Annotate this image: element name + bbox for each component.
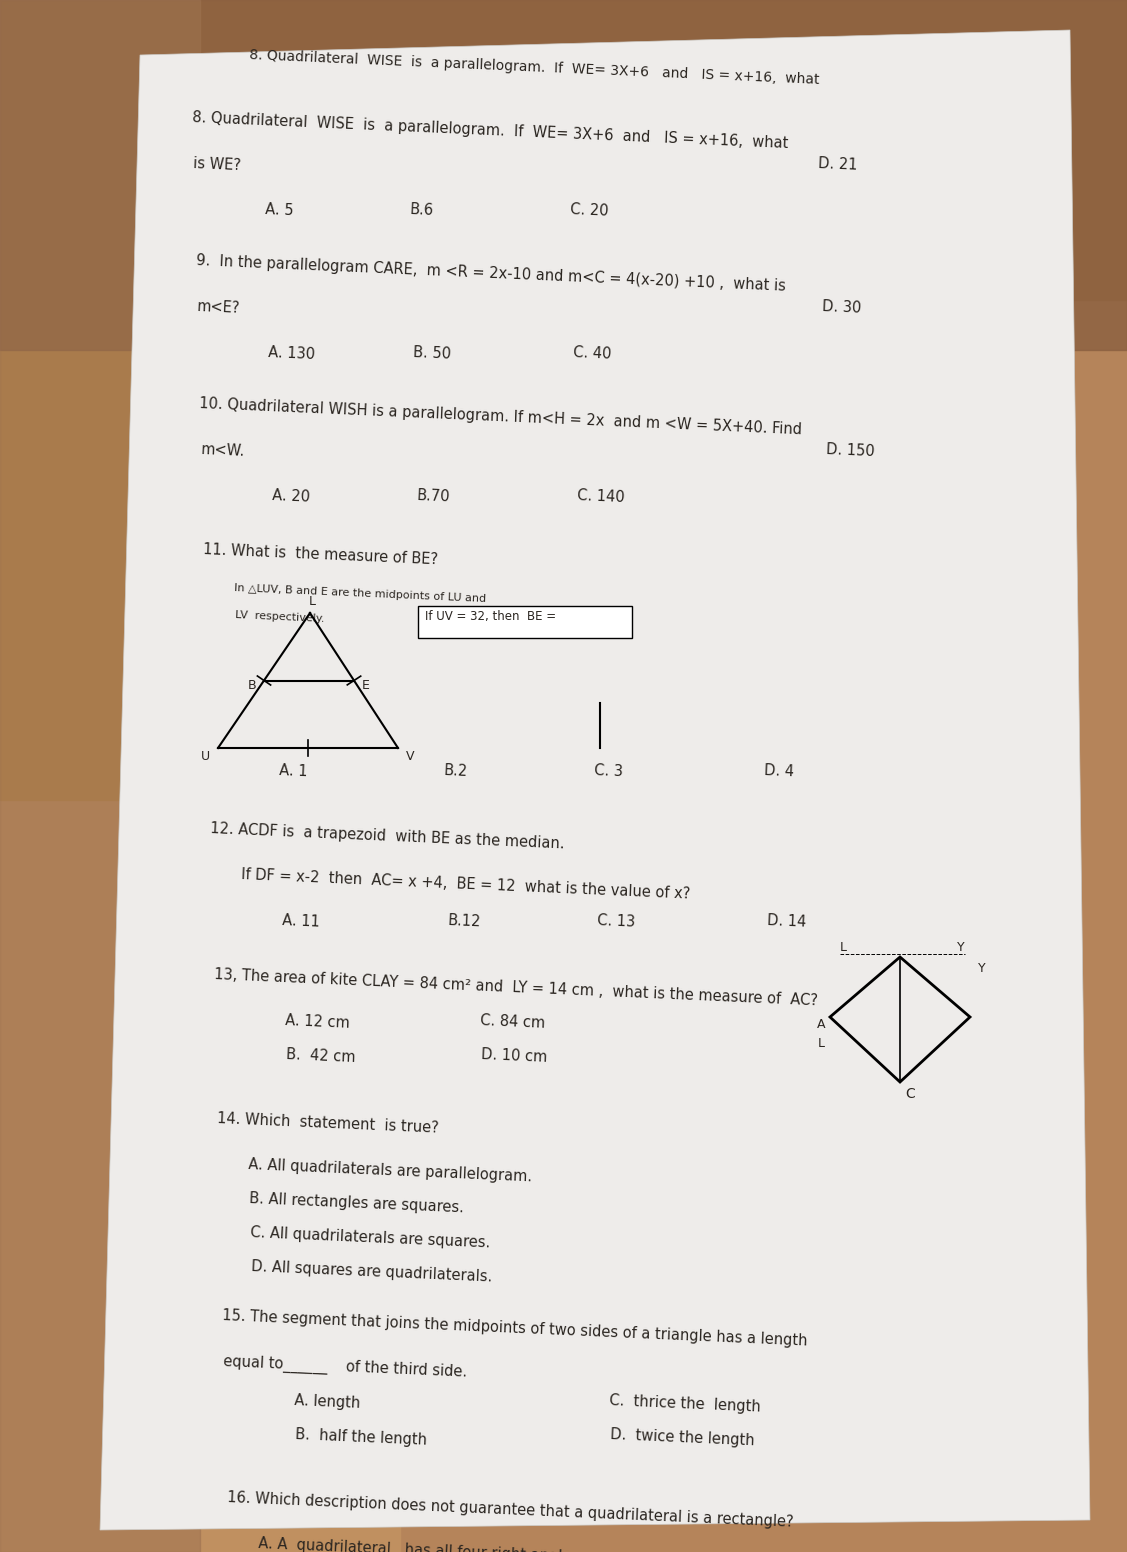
- Bar: [0, 0, 1127, 300]
- Text: D. 4: D. 4: [763, 764, 793, 779]
- Text: A. 12 cm: A. 12 cm: [285, 1013, 349, 1031]
- Text: L: L: [309, 594, 316, 608]
- Text: B: B: [247, 680, 256, 692]
- Text: 8. Quadrilateral  WISE  is  a parallelogram.  If  WE= 3X+6   and   IS = x+16,  w: 8. Quadrilateral WISE is a parallelogram…: [249, 48, 820, 87]
- Text: C. All quadrilaterals are squares.: C. All quadrilaterals are squares.: [250, 1225, 490, 1251]
- Text: U: U: [201, 750, 210, 764]
- Text: C. 20: C. 20: [569, 202, 609, 219]
- Polygon shape: [100, 29, 1090, 1530]
- Text: C.  thrice the  length: C. thrice the length: [610, 1394, 761, 1414]
- Text: A. 130: A. 130: [268, 345, 316, 362]
- Text: If DF = x-2  then  AC= x +4,  BE = 12  what is the value of x?: If DF = x-2 then AC= x +4, BE = 12 what …: [241, 868, 691, 902]
- Text: m<W.: m<W.: [201, 442, 246, 459]
- Text: C. 40: C. 40: [573, 345, 612, 362]
- Text: C. 140: C. 140: [577, 487, 624, 504]
- Text: L: L: [818, 1037, 825, 1051]
- Text: A. 1: A. 1: [278, 764, 308, 779]
- Text: Y: Y: [978, 962, 986, 975]
- Bar: [0, 0, 199, 799]
- Text: 8. Quadrilateral  WISE  is  a parallelogram.  If  WE= 3X+6  and   IS = x+16,  wh: 8. Quadrilateral WISE is a parallelogram…: [192, 110, 789, 151]
- Text: 16. Which description does not guarantee that a quadrilateral is a rectangle?: 16. Which description does not guarantee…: [227, 1490, 793, 1530]
- Text: Y: Y: [957, 941, 965, 954]
- Text: D. 150: D. 150: [825, 442, 875, 459]
- Text: 10. Quadrilateral WISH is a parallelogram. If m<H = 2x  and m <W = 5X+40. Find: 10. Quadrilateral WISH is a parallelogra…: [199, 396, 802, 438]
- Text: C. 84 cm: C. 84 cm: [480, 1013, 545, 1031]
- Text: E: E: [362, 680, 370, 692]
- Text: A: A: [816, 1018, 825, 1032]
- Text: 14. Which  statement  is true?: 14. Which statement is true?: [218, 1111, 440, 1136]
- Text: L: L: [840, 941, 848, 954]
- Text: 13, The area of kite CLAY = 84 cm² and  LY = 14 cm ,  what is the measure of  AC: 13, The area of kite CLAY = 84 cm² and L…: [213, 967, 818, 1009]
- Text: B.  42 cm: B. 42 cm: [285, 1048, 355, 1065]
- Text: D. 10 cm: D. 10 cm: [480, 1048, 548, 1065]
- Text: m<E?: m<E?: [197, 300, 241, 317]
- Text: 9.  In the parallelogram CARE,  m <R = 2x-10 and m<C = 4(x-20) +10 ,  what is: 9. In the parallelogram CARE, m <R = 2x-…: [196, 253, 786, 293]
- Text: B. 50: B. 50: [412, 345, 452, 362]
- FancyBboxPatch shape: [418, 605, 632, 638]
- Text: B.70: B.70: [417, 487, 451, 504]
- Text: 15. The segment that joins the midpoints of two sides of a triangle has a length: 15. The segment that joins the midpoints…: [222, 1308, 808, 1349]
- Text: A. A  quadrilateral   has all four right angles.: A. A quadrilateral has all four right an…: [258, 1536, 584, 1552]
- Text: D.  twice the length: D. twice the length: [610, 1426, 755, 1448]
- Text: In △LUV, B and E are the midpoints of LU and: In △LUV, B and E are the midpoints of LU…: [234, 584, 487, 604]
- Text: LV  respectively.: LV respectively.: [234, 610, 325, 624]
- Text: C. 13: C. 13: [597, 913, 636, 930]
- Text: D. 14: D. 14: [767, 913, 807, 930]
- Text: A. length: A. length: [294, 1394, 361, 1411]
- Text: C. 3: C. 3: [594, 764, 623, 779]
- Text: A. 11: A. 11: [282, 913, 320, 930]
- Text: C: C: [905, 1086, 915, 1100]
- Text: 11. What is  the measure of BE?: 11. What is the measure of BE?: [203, 542, 438, 566]
- Text: B.6: B.6: [409, 202, 434, 217]
- Text: A. All quadrilaterals are parallelogram.: A. All quadrilaterals are parallelogram.: [248, 1156, 533, 1184]
- Text: V: V: [406, 750, 415, 764]
- Text: B.12: B.12: [447, 913, 481, 930]
- Text: B. All rectangles are squares.: B. All rectangles are squares.: [249, 1190, 464, 1215]
- Text: D. 21: D. 21: [818, 157, 858, 172]
- Bar: [0, 0, 400, 1552]
- Text: 12. ACDF is  a trapezoid  with BE as the median.: 12. ACDF is a trapezoid with BE as the m…: [210, 821, 565, 852]
- Text: D. 30: D. 30: [822, 300, 861, 315]
- Text: B.2: B.2: [443, 764, 468, 779]
- Text: is WE?: is WE?: [193, 157, 241, 174]
- Text: equal to______    of the third side.: equal to______ of the third side.: [223, 1353, 468, 1381]
- Text: A. 5: A. 5: [265, 202, 293, 219]
- Text: If UV = 32, then  BE =: If UV = 32, then BE =: [425, 610, 556, 622]
- Text: A. 20: A. 20: [272, 487, 310, 504]
- Text: B.  half the length: B. half the length: [295, 1426, 427, 1448]
- Text: D. All squares are quadrilaterals.: D. All squares are quadrilaterals.: [251, 1259, 492, 1285]
